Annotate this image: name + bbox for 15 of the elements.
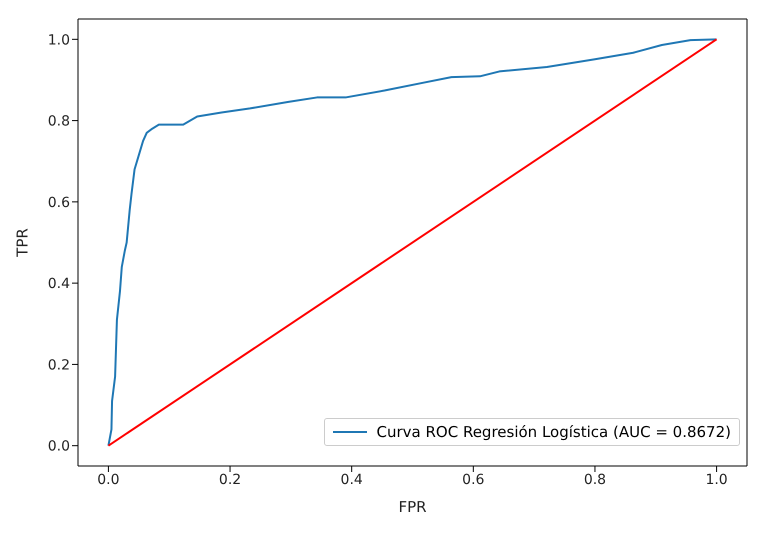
x-tick-label: 1.0 bbox=[705, 472, 728, 488]
y-axis-title: TPR bbox=[13, 228, 32, 258]
y-tick-label: 0.8 bbox=[48, 114, 70, 130]
x-tick-label: 0.2 bbox=[218, 472, 242, 488]
legend-label: Curva ROC Regresión Logística (AUC = 0.8672) bbox=[376, 423, 731, 441]
y-tick-label: 0.0 bbox=[48, 438, 70, 455]
x-tick-label: 0.8 bbox=[584, 472, 606, 488]
y-tick-label: 0.4 bbox=[48, 276, 70, 292]
x-tick-label: 0.6 bbox=[462, 472, 485, 488]
x-tick-label: 0.4 bbox=[340, 472, 363, 488]
x-axis-title: FPR bbox=[398, 498, 427, 516]
y-tick-label: 0.6 bbox=[48, 194, 70, 211]
y-tick-label: 0.2 bbox=[48, 357, 70, 374]
x-tick-label: 0.0 bbox=[97, 472, 120, 488]
y-tick-label: 1.0 bbox=[48, 32, 70, 48]
